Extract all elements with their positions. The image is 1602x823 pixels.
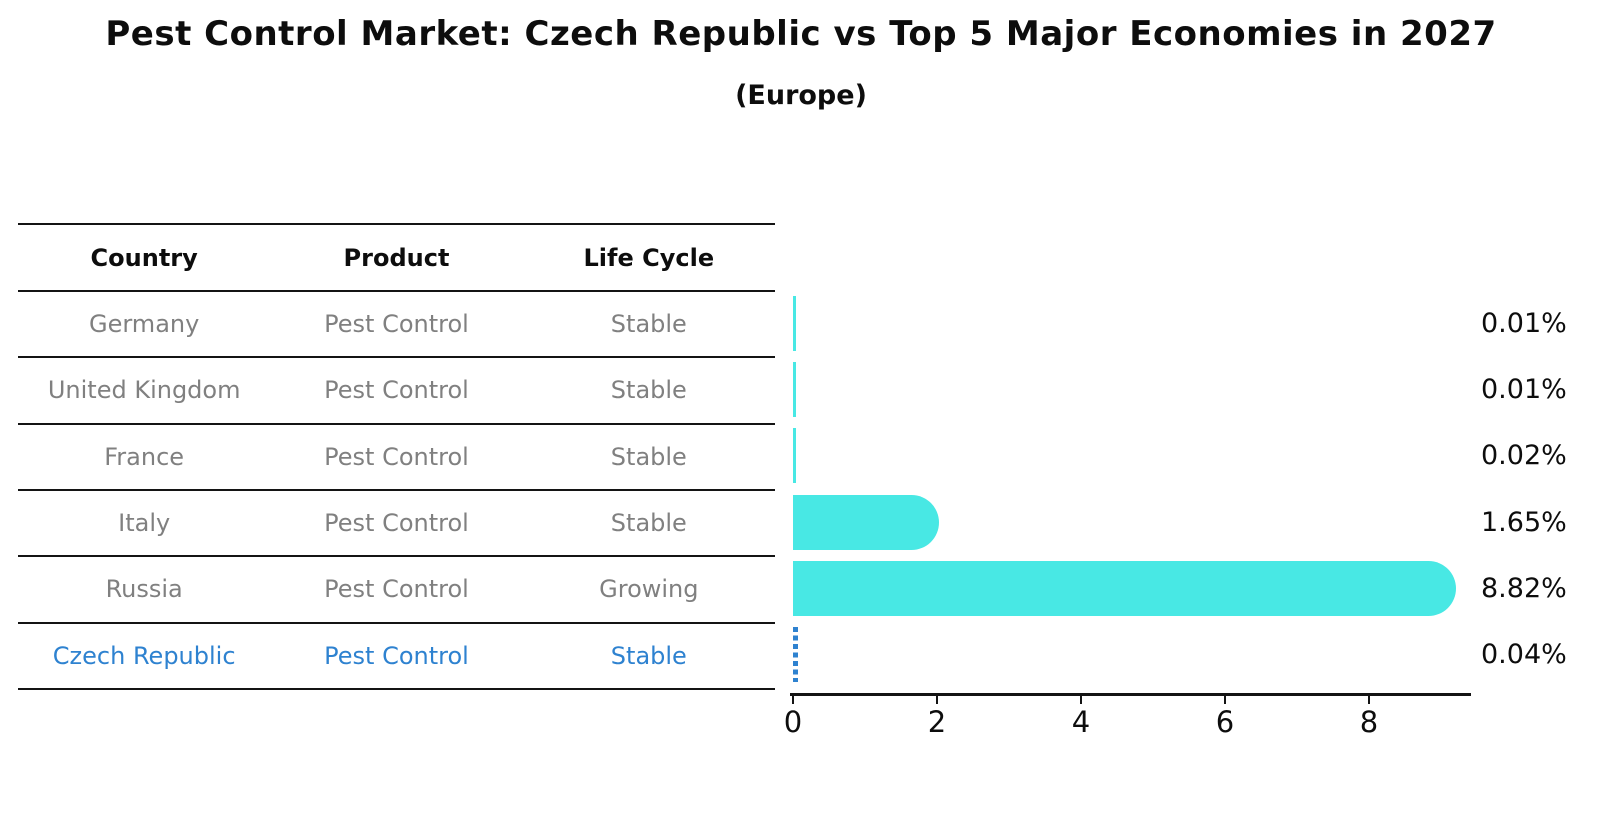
x-axis-tick-label: 0 [783, 705, 803, 739]
product-cell: Pest Control [324, 376, 469, 405]
value-label: 0.04% [1481, 639, 1567, 671]
column-header-country: Country [90, 243, 198, 272]
country-cell: Italy [118, 509, 171, 538]
x-axis-tick [1080, 696, 1082, 704]
lifecycle-cell: Stable [610, 310, 687, 339]
bar-band [793, 622, 798, 688]
table-body: Germany Pest Control Stable United Kingdom P… [18, 292, 775, 690]
x-axis-tick [1368, 696, 1370, 704]
x-axis-tick-label: 8 [1359, 705, 1379, 739]
bar-united-kingdom [793, 361, 796, 417]
value-label: 0.01% [1481, 373, 1567, 405]
table-row: Russia Pest Control Growing [18, 557, 775, 624]
x-axis [790, 693, 1471, 696]
bar-france [793, 428, 796, 484]
country-cell: Russia [105, 575, 183, 604]
product-cell: Pest Control [324, 509, 469, 538]
value-label: 0.01% [1481, 307, 1567, 339]
market-table: Country Product Life Cycle Germany Pest C… [18, 223, 775, 690]
page-title: Pest Control Market: Czech Republic vs T… [105, 14, 1497, 54]
table-row: Germany Pest Control Stable [18, 292, 775, 359]
lifecycle-cell: Stable [610, 509, 687, 538]
bar-band [793, 290, 796, 356]
table-row: France Pest Control Stable [18, 425, 775, 491]
country-cell: United Kingdom [47, 376, 241, 405]
page-subtitle: (Europe) [735, 80, 867, 111]
lifecycle-cell: Stable [610, 376, 687, 405]
bar-czech-republic [793, 627, 798, 683]
product-cell: Pest Control [324, 575, 469, 604]
x-axis-tick [936, 696, 938, 704]
country-cell: France [104, 442, 185, 471]
table-row: Italy Pest Control Stable [18, 491, 775, 558]
product-cell: Pest Control [324, 442, 469, 471]
country-cell: Germany [89, 310, 200, 339]
product-cell: Pest Control [324, 310, 469, 339]
bar-russia [793, 560, 1456, 616]
bar-band [793, 423, 796, 489]
table-row: United Kingdom Pest Control Stable [18, 358, 775, 425]
bar-band [793, 555, 1456, 621]
product-cell: Pest Control [324, 641, 469, 670]
bar-band [793, 356, 796, 422]
value-label: 8.82% [1481, 572, 1567, 604]
table-row: Czech Republic Pest Control Stable [18, 624, 775, 690]
bar-germany [793, 295, 796, 351]
table-header-row: Country Product Life Cycle [18, 225, 775, 292]
x-axis-tick [792, 696, 794, 704]
x-axis-tick [1224, 696, 1226, 704]
x-axis-tick-label: 2 [927, 705, 947, 739]
lifecycle-cell: Growing [599, 575, 699, 604]
country-cell: Czech Republic [52, 641, 236, 670]
bar-band [793, 489, 940, 555]
column-header-product: Product [343, 243, 450, 272]
x-axis-tick-label: 6 [1215, 705, 1235, 739]
column-header-lifecycle: Life Cycle [583, 243, 715, 272]
x-axis-tick-label: 4 [1071, 705, 1091, 739]
value-label: 0.02% [1481, 440, 1567, 472]
lifecycle-cell: Stable [610, 442, 687, 471]
lifecycle-cell: Stable [610, 641, 687, 670]
value-label: 1.65% [1481, 506, 1567, 538]
bar-italy [793, 494, 940, 550]
